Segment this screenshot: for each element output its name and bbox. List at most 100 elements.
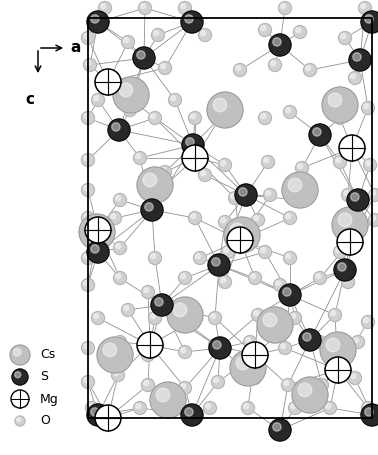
Circle shape [207, 92, 243, 128]
Circle shape [264, 158, 269, 162]
Circle shape [84, 59, 96, 71]
Circle shape [351, 374, 356, 379]
Circle shape [158, 61, 172, 75]
Circle shape [246, 338, 251, 343]
Circle shape [364, 404, 369, 409]
Circle shape [221, 217, 226, 222]
Circle shape [12, 369, 28, 385]
Circle shape [95, 69, 121, 95]
Circle shape [325, 357, 351, 383]
Circle shape [286, 108, 291, 113]
Circle shape [243, 335, 257, 349]
Circle shape [221, 161, 226, 166]
Circle shape [333, 246, 347, 258]
Circle shape [113, 193, 127, 207]
Circle shape [339, 135, 365, 161]
Circle shape [284, 212, 296, 224]
Circle shape [152, 29, 164, 41]
Circle shape [318, 381, 323, 386]
Circle shape [235, 184, 257, 206]
Circle shape [185, 15, 193, 23]
Circle shape [91, 93, 104, 106]
Circle shape [167, 297, 203, 333]
Circle shape [137, 332, 163, 358]
Circle shape [101, 4, 105, 9]
Circle shape [119, 83, 133, 97]
Circle shape [211, 341, 216, 346]
Circle shape [279, 1, 291, 15]
Circle shape [324, 401, 336, 415]
Circle shape [141, 199, 163, 221]
Circle shape [84, 281, 89, 286]
Circle shape [209, 339, 222, 352]
Circle shape [269, 419, 291, 441]
Circle shape [169, 401, 181, 415]
Circle shape [361, 401, 375, 415]
Circle shape [322, 87, 358, 123]
Circle shape [196, 254, 201, 258]
Circle shape [298, 383, 312, 397]
Circle shape [331, 311, 336, 316]
Circle shape [353, 53, 361, 61]
Circle shape [178, 345, 192, 359]
Circle shape [87, 11, 109, 33]
Circle shape [248, 272, 262, 284]
Circle shape [333, 156, 347, 168]
Circle shape [213, 341, 221, 349]
Circle shape [113, 242, 127, 254]
Circle shape [95, 405, 121, 431]
Circle shape [85, 217, 111, 243]
Circle shape [154, 30, 159, 35]
Circle shape [181, 4, 186, 9]
Circle shape [111, 214, 116, 219]
Circle shape [198, 168, 212, 182]
Circle shape [259, 24, 271, 36]
Circle shape [84, 344, 89, 349]
Circle shape [141, 379, 155, 391]
Circle shape [279, 342, 291, 354]
Circle shape [263, 313, 277, 327]
Circle shape [82, 153, 94, 167]
Circle shape [156, 388, 170, 402]
Circle shape [364, 318, 369, 323]
Circle shape [212, 375, 225, 389]
Circle shape [361, 315, 375, 329]
Circle shape [313, 335, 327, 349]
Circle shape [262, 156, 274, 168]
Circle shape [309, 124, 331, 146]
Circle shape [82, 111, 94, 125]
Text: a: a [70, 40, 81, 56]
Circle shape [218, 216, 231, 228]
Circle shape [224, 248, 229, 253]
Circle shape [251, 308, 265, 322]
Circle shape [178, 318, 192, 332]
Circle shape [364, 158, 376, 172]
Circle shape [298, 164, 303, 169]
Circle shape [274, 278, 287, 292]
Circle shape [344, 278, 349, 283]
Circle shape [84, 254, 89, 258]
Circle shape [231, 194, 235, 199]
Circle shape [15, 372, 21, 378]
Circle shape [251, 374, 256, 379]
Circle shape [338, 263, 346, 271]
Circle shape [124, 103, 136, 116]
Circle shape [218, 275, 231, 288]
Circle shape [82, 252, 94, 264]
Circle shape [236, 356, 250, 370]
Circle shape [286, 254, 291, 258]
Circle shape [326, 404, 331, 409]
Circle shape [351, 193, 359, 201]
Circle shape [155, 298, 163, 306]
Circle shape [112, 369, 124, 381]
Circle shape [251, 213, 265, 227]
Circle shape [239, 188, 247, 196]
Circle shape [121, 303, 135, 317]
Circle shape [82, 31, 94, 45]
Circle shape [361, 11, 378, 33]
Circle shape [171, 404, 176, 409]
Circle shape [88, 404, 93, 409]
Circle shape [91, 312, 104, 324]
Circle shape [171, 96, 176, 101]
Circle shape [281, 4, 286, 9]
